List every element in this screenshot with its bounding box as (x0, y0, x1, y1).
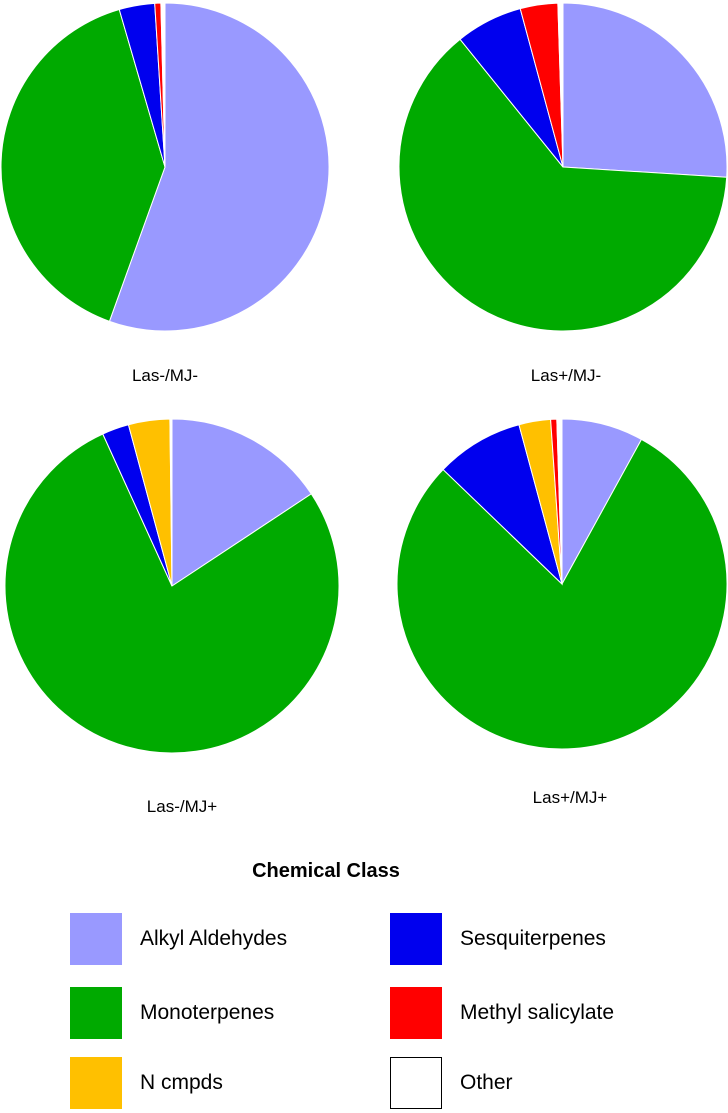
pie-label-las-plus-mj-minus: Las+/MJ- (530, 366, 602, 385)
legend-item-alkyl-aldehydes: Alkyl Aldehydes (70, 913, 287, 965)
legend-label-methyl-salicylate: Methyl salicylate (460, 1001, 615, 1024)
legend-swatch-methyl-salicylate (390, 987, 442, 1039)
legend-title: Chemical Class (252, 860, 400, 882)
pie-label-las-minus-mj-plus: Las-/MJ+ (146, 797, 218, 816)
legend-label-n-cmpds: N cmpds (140, 1071, 223, 1094)
pie-slice-las-mj-sesquiterpenes (442, 424, 563, 586)
legend-swatch-alkyl-aldehydes (70, 913, 122, 965)
legend-label-sesquiterpenes: Sesquiterpenes (460, 927, 606, 950)
legend-item-n-cmpds: N cmpds (70, 1057, 223, 1109)
pie-slice-las-mj-monoterpenes (398, 38, 728, 332)
pie-slice-las-mj-monoterpenes (0, 8, 166, 322)
legend-swatch-monoterpenes (70, 987, 122, 1039)
pie-label-las-plus-mj-plus: Las+/MJ+ (532, 788, 608, 807)
legend-label-other: Other (460, 1071, 513, 1094)
pie-slice-las-mj-other (169, 418, 173, 587)
legend-swatch-sesquiterpenes (390, 913, 442, 965)
legend-swatch-n-cmpds (70, 1057, 122, 1109)
pie-label-las-minus-mj-minus: Las-/MJ- (131, 366, 199, 385)
legend-swatch-other (390, 1057, 442, 1109)
pie-slice-las-mj-monoterpenes (4, 433, 340, 754)
legend-item-other: Other (390, 1057, 513, 1109)
legend-label-monoterpenes: Monoterpenes (140, 1001, 275, 1024)
pie-slice-las-mj-alkyl-aldehydes (108, 2, 330, 332)
pie-slice-las-mj-other (556, 418, 563, 585)
pie-slice-las-mj-other (557, 2, 564, 168)
legend-item-monoterpenes: Monoterpenes (70, 987, 274, 1039)
pie-slice-las-mj-monoterpenes (396, 438, 728, 750)
pie-slice-las-mj-other (160, 2, 166, 168)
pie-slice-las-mj-alkyl-aldehydes (562, 2, 728, 178)
pie-slice-las-mj-alkyl-aldehydes (171, 418, 312, 587)
legend-item-methyl-salicylate: Methyl salicylate (390, 987, 614, 1039)
legend-item-sesquiterpenes: Sesquiterpenes (390, 913, 606, 965)
legend-label-alkyl-aldehydes: Alkyl Aldehydes (140, 927, 288, 950)
